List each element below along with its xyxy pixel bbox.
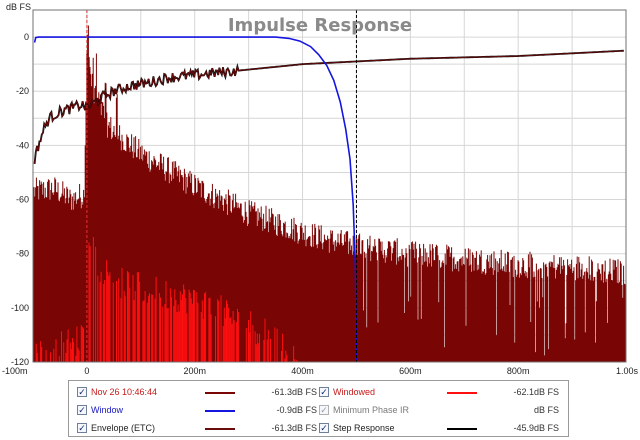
data-layer xyxy=(33,10,627,363)
legend-checkbox-step-response[interactable]: ✓ xyxy=(319,423,329,433)
x-tick-label: 0 xyxy=(84,366,89,376)
legend-label-minimum-phase: Minimum Phase IR xyxy=(333,405,410,415)
legend-label-window: Window xyxy=(91,405,124,415)
legend-swatch-step-response xyxy=(447,428,477,430)
legend-value-step-response: -45.9dB FS xyxy=(513,423,559,433)
y-tick-label: -60 xyxy=(16,195,29,205)
y-tick-label: -80 xyxy=(16,249,29,259)
x-tick-label: 600m xyxy=(399,366,422,376)
y-tick-label: 0 xyxy=(24,32,29,42)
x-tick-label: 1.00s xyxy=(616,366,639,376)
plot-frame xyxy=(32,9,627,363)
legend: ✓ Nov 26 10:46:44 -61.3dB FS ✓ Windowed … xyxy=(68,380,569,437)
legend-checkbox-minimum-phase[interactable]: ✓ xyxy=(319,405,329,415)
legend-checkbox-envelope[interactable]: ✓ xyxy=(77,423,87,433)
y-tick-label: -100 xyxy=(11,303,29,313)
x-tick-label: 200m xyxy=(183,366,206,376)
windowed-trace xyxy=(35,237,298,362)
legend-value-windowed: -62.1dB FS xyxy=(513,387,559,397)
y-tick-label: -40 xyxy=(16,140,29,150)
impulse-response-chart[interactable]: -100m 0 200m 400m 600m 800m 1.00s 0 -20 -40 -60 -80… xyxy=(0,0,640,378)
y-tick-label: -120 xyxy=(11,357,29,367)
legend-value-measurement: -61.3dB FS xyxy=(271,387,317,397)
legend-label-envelope: Envelope (ETC) xyxy=(91,423,156,433)
window-line xyxy=(33,36,358,363)
x-tick-label: 800m xyxy=(507,366,530,376)
legend-checkbox-windowed[interactable]: ✓ xyxy=(319,387,329,397)
axes: -100m 0 200m 400m 600m 800m 1.00s 0 -20 -40 -60 -80… xyxy=(2,9,639,376)
chart-title: Impulse Response xyxy=(228,15,412,36)
legend-value-window: -0.9dB FS xyxy=(276,405,317,415)
legend-value-envelope: -61.3dB FS xyxy=(271,423,317,433)
legend-label-measurement: Nov 26 10:46:44 xyxy=(91,387,158,397)
x-tick-label: -100m xyxy=(2,366,28,376)
x-tick-label: 400m xyxy=(291,366,314,376)
legend-label-windowed: Windowed xyxy=(333,387,376,397)
legend-swatch-envelope xyxy=(205,428,235,430)
legend-checkbox-measurement[interactable]: ✓ xyxy=(77,387,87,397)
envelope-line xyxy=(34,50,624,164)
legend-value-minimum-phase: dB FS xyxy=(533,405,559,415)
legend-swatch-windowed xyxy=(447,392,477,394)
ir-trace xyxy=(33,25,627,362)
y-tick-label: -20 xyxy=(16,86,29,96)
legend-swatch-window xyxy=(205,410,235,412)
legend-checkbox-window[interactable]: ✓ xyxy=(77,405,87,415)
y-axis-label: dB FS xyxy=(6,2,31,12)
legend-swatch-measurement xyxy=(205,392,235,394)
legend-label-step-response: Step Response xyxy=(333,423,395,433)
